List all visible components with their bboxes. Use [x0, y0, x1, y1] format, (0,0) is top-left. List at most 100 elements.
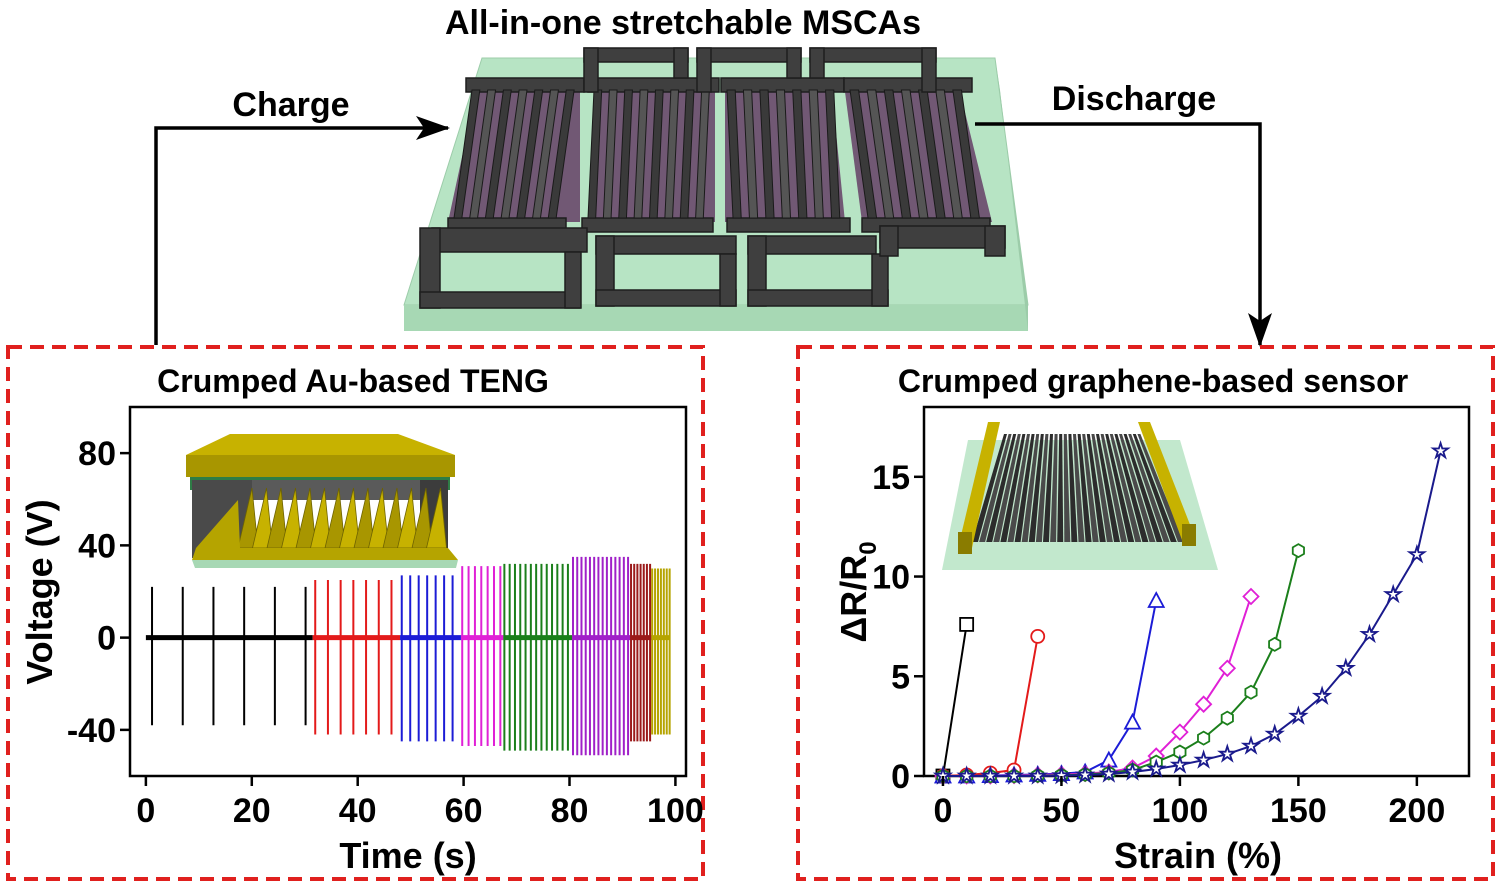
charge-flow: Charge	[154, 86, 450, 345]
teng-device-inset	[186, 434, 458, 568]
sensor-data-point	[1218, 659, 1237, 678]
msca-finger	[742, 89, 759, 219]
sensor-x-tick-label: 150	[1270, 792, 1327, 830]
sensor-data-point	[1197, 730, 1211, 746]
teng-y-tick-label: 80	[78, 435, 116, 473]
teng-segment-2	[400, 575, 461, 742]
sensor-series-2	[935, 628, 1046, 784]
sensor-data-point	[1288, 705, 1309, 725]
sensor-data-point	[1003, 765, 1025, 785]
sensor-ridge	[1028, 434, 1044, 542]
sensor-ridge	[1073, 434, 1085, 542]
sensor-data-point	[1359, 623, 1380, 644]
sensor-ridge	[1063, 434, 1071, 542]
msca-finger	[469, 89, 497, 219]
sensor-ridge	[1035, 434, 1049, 542]
sensor-series-line	[942, 636, 1039, 777]
sensor-y-tick-label: 10	[872, 559, 910, 597]
sensor-data-point	[1193, 749, 1214, 769]
msca-finger	[849, 89, 878, 219]
teng-segment-7	[651, 568, 671, 735]
msca-finger	[664, 89, 680, 219]
msca-finger	[516, 89, 544, 219]
msca-finger	[531, 89, 560, 219]
sensor-data-point	[1194, 695, 1213, 713]
msca-finger	[484, 89, 512, 219]
msca-finger	[935, 89, 963, 219]
sensor-y-axis-label: ΔR/R0	[833, 541, 882, 642]
sensor-ridge	[1114, 434, 1149, 542]
msca-finger	[792, 89, 808, 219]
charge-label: Charge	[232, 86, 349, 124]
teng-x-tick-label: 20	[233, 792, 271, 830]
msca-device-illustration	[403, 47, 1029, 331]
sensor-series-line	[942, 450, 1442, 777]
msca-finger	[587, 89, 603, 219]
teng-y-tick-label: 0	[97, 620, 116, 658]
sensor-panel-title: Crumped graphene-based sensor	[898, 363, 1408, 399]
sensor-series-1	[935, 617, 975, 784]
sensor-x-ticks: 0 50 100 150 200	[933, 776, 1445, 830]
sensor-data-point	[956, 765, 977, 785]
msca-finger	[952, 89, 981, 219]
teng-voltage-plot: 0 20 40 60 80 100 -40 0 40 80 Time (s) Voltage (…	[19, 405, 704, 876]
msca-finger	[679, 89, 695, 219]
figure-title: All-in-one stretchable MSCAs	[445, 4, 921, 42]
msca-finger	[866, 89, 895, 219]
sensor-ridge	[1014, 434, 1035, 542]
teng-segment-5	[571, 556, 631, 756]
sensor-ridge	[1007, 434, 1030, 542]
sensor-data-point	[959, 617, 975, 632]
sensor-data-point	[1382, 583, 1404, 604]
sensor-ridge	[1057, 434, 1064, 542]
msca-interconnects	[419, 47, 1006, 309]
sensor-ridge	[1105, 434, 1135, 542]
msca-substrate-front	[404, 305, 1028, 331]
sensor-data-point	[1335, 657, 1357, 678]
sensor-data-point	[1098, 763, 1120, 783]
sensor-data-point	[1291, 543, 1305, 559]
teng-x-tick-label: 40	[339, 792, 377, 830]
sensor-y-tick-label: 15	[872, 459, 910, 497]
sensor-x-axis-label: Strain (%)	[1114, 835, 1282, 876]
teng-crumpled-gold-film	[196, 487, 447, 549]
sensor-ridge	[1043, 434, 1053, 542]
sensor-y-tick-label: 5	[891, 658, 910, 696]
sensor-data-point	[1220, 710, 1234, 726]
sensor-data-point	[1264, 723, 1285, 743]
sensor-ridge	[1100, 434, 1128, 542]
msca-finger	[825, 89, 841, 219]
sensor-data-point	[1027, 765, 1048, 785]
msca-finger	[602, 89, 618, 219]
teng-segment-3	[460, 566, 504, 747]
sensor-ridge	[972, 434, 1007, 542]
teng-panel-frame	[6, 345, 705, 881]
teng-segment-6	[630, 563, 652, 742]
teng-y-axis-label: Voltage (V)	[19, 499, 60, 684]
sensor-ridge	[1132, 434, 1177, 542]
sensor-data-point	[1430, 440, 1451, 460]
msca-finger	[547, 89, 575, 219]
msca-finger	[633, 89, 649, 219]
sensor-ridge	[1091, 434, 1113, 542]
sensor-x-tick-label: 0	[933, 792, 952, 830]
msca-finger	[648, 89, 664, 219]
sensor-ridge	[993, 434, 1021, 542]
teng-x-tick-label: 80	[551, 792, 589, 830]
teng-voltage-traces	[145, 556, 671, 756]
sensor-data-point	[1268, 636, 1282, 652]
teng-x-ticks: 0 20 40 60 80 100	[136, 776, 704, 830]
sensor-data-point	[1122, 761, 1143, 781]
msca-finger	[775, 89, 792, 219]
sensor-ridge	[1050, 434, 1058, 542]
teng-film-edge	[196, 500, 240, 548]
sensor-x-tick-label: 50	[1043, 792, 1081, 830]
sensor-series-line	[942, 600, 1158, 777]
teng-y-ticks: -40 0 40 80	[67, 435, 130, 750]
sensor-ridge	[986, 434, 1017, 542]
teng-x-tick-label: 0	[136, 792, 155, 830]
sensor-data-point	[1145, 758, 1167, 778]
teng-segment-4	[503, 563, 573, 751]
